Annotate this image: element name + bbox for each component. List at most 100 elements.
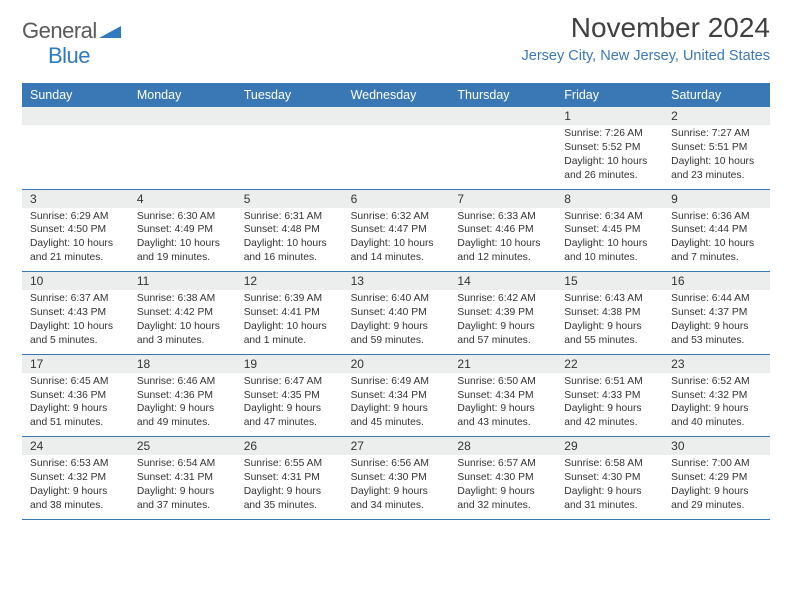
- day-cell: Sunrise: 7:27 AMSunset: 5:51 PMDaylight:…: [663, 125, 770, 189]
- day-number: 4: [129, 190, 236, 208]
- day-cell: Sunrise: 6:43 AMSunset: 4:38 PMDaylight:…: [556, 290, 663, 354]
- day-number: 15: [556, 272, 663, 290]
- day-cell: Sunrise: 7:00 AMSunset: 4:29 PMDaylight:…: [663, 455, 770, 519]
- week-content-row: Sunrise: 6:45 AMSunset: 4:36 PMDaylight:…: [22, 373, 770, 438]
- day-cell: Sunrise: 6:49 AMSunset: 4:34 PMDaylight:…: [343, 373, 450, 437]
- day-number: 18: [129, 355, 236, 373]
- day-number-row: 17181920212223: [22, 355, 770, 373]
- day-number: 6: [343, 190, 450, 208]
- day-cell: Sunrise: 6:40 AMSunset: 4:40 PMDaylight:…: [343, 290, 450, 354]
- week-content-row: Sunrise: 6:29 AMSunset: 4:50 PMDaylight:…: [22, 208, 770, 273]
- weekday-header: Thursday: [449, 83, 556, 107]
- day-number: 8: [556, 190, 663, 208]
- day-number: 1: [556, 107, 663, 125]
- day-cell: Sunrise: 6:54 AMSunset: 4:31 PMDaylight:…: [129, 455, 236, 519]
- day-number-row: 3456789: [22, 190, 770, 208]
- day-number: [129, 107, 236, 125]
- weekday-header: Sunday: [22, 83, 129, 107]
- day-number: 7: [449, 190, 556, 208]
- weeks-container: 12Sunrise: 7:26 AMSunset: 5:52 PMDayligh…: [22, 107, 770, 520]
- day-number: 5: [236, 190, 343, 208]
- day-number: 28: [449, 437, 556, 455]
- day-number-row: 24252627282930: [22, 437, 770, 455]
- day-number: 13: [343, 272, 450, 290]
- weekday-header: Monday: [129, 83, 236, 107]
- day-cell: [343, 125, 450, 189]
- day-cell: Sunrise: 6:36 AMSunset: 4:44 PMDaylight:…: [663, 208, 770, 272]
- weekday-header: Saturday: [663, 83, 770, 107]
- day-number: 16: [663, 272, 770, 290]
- day-number: 19: [236, 355, 343, 373]
- day-number-row: 10111213141516: [22, 272, 770, 290]
- logo: General Blue: [22, 12, 121, 75]
- day-cell: [236, 125, 343, 189]
- calendar-page: General Blue November 2024 Jersey City, …: [0, 0, 792, 520]
- day-number: 20: [343, 355, 450, 373]
- calendar-grid: SundayMondayTuesdayWednesdayThursdayFrid…: [22, 83, 770, 520]
- day-number: 24: [22, 437, 129, 455]
- day-cell: Sunrise: 6:58 AMSunset: 4:30 PMDaylight:…: [556, 455, 663, 519]
- week-content-row: Sunrise: 6:53 AMSunset: 4:32 PMDaylight:…: [22, 455, 770, 520]
- day-number: 23: [663, 355, 770, 373]
- weekday-header: Tuesday: [236, 83, 343, 107]
- day-number: 30: [663, 437, 770, 455]
- weekday-header: Friday: [556, 83, 663, 107]
- day-cell: Sunrise: 6:55 AMSunset: 4:31 PMDaylight:…: [236, 455, 343, 519]
- day-cell: [22, 125, 129, 189]
- logo-text: General Blue: [22, 18, 121, 75]
- day-number: [236, 107, 343, 125]
- day-cell: Sunrise: 6:42 AMSunset: 4:39 PMDaylight:…: [449, 290, 556, 354]
- day-cell: [129, 125, 236, 189]
- day-cell: Sunrise: 6:34 AMSunset: 4:45 PMDaylight:…: [556, 208, 663, 272]
- day-cell: Sunrise: 6:51 AMSunset: 4:33 PMDaylight:…: [556, 373, 663, 437]
- day-number: 9: [663, 190, 770, 208]
- day-number: 25: [129, 437, 236, 455]
- logo-word2: Blue: [48, 43, 90, 68]
- day-cell: Sunrise: 6:50 AMSunset: 4:34 PMDaylight:…: [449, 373, 556, 437]
- day-cell: Sunrise: 6:46 AMSunset: 4:36 PMDaylight:…: [129, 373, 236, 437]
- day-number: 10: [22, 272, 129, 290]
- day-cell: Sunrise: 6:38 AMSunset: 4:42 PMDaylight:…: [129, 290, 236, 354]
- day-cell: Sunrise: 6:47 AMSunset: 4:35 PMDaylight:…: [236, 373, 343, 437]
- day-cell: Sunrise: 6:53 AMSunset: 4:32 PMDaylight:…: [22, 455, 129, 519]
- day-number: 11: [129, 272, 236, 290]
- day-number: [343, 107, 450, 125]
- day-cell: Sunrise: 6:37 AMSunset: 4:43 PMDaylight:…: [22, 290, 129, 354]
- day-cell: Sunrise: 6:52 AMSunset: 4:32 PMDaylight:…: [663, 373, 770, 437]
- day-number-row: 12: [22, 107, 770, 125]
- logo-word1: General: [22, 18, 97, 43]
- day-cell: [449, 125, 556, 189]
- day-cell: Sunrise: 6:32 AMSunset: 4:47 PMDaylight:…: [343, 208, 450, 272]
- week-content-row: Sunrise: 7:26 AMSunset: 5:52 PMDaylight:…: [22, 125, 770, 190]
- day-number: 21: [449, 355, 556, 373]
- day-cell: Sunrise: 6:31 AMSunset: 4:48 PMDaylight:…: [236, 208, 343, 272]
- weekday-header: Wednesday: [343, 83, 450, 107]
- day-number: 29: [556, 437, 663, 455]
- day-cell: Sunrise: 6:33 AMSunset: 4:46 PMDaylight:…: [449, 208, 556, 272]
- day-cell: Sunrise: 6:44 AMSunset: 4:37 PMDaylight:…: [663, 290, 770, 354]
- page-title: November 2024: [522, 12, 770, 44]
- day-number: [22, 107, 129, 125]
- day-number: 14: [449, 272, 556, 290]
- logo-triangle-icon: [99, 24, 121, 43]
- day-cell: Sunrise: 6:29 AMSunset: 4:50 PMDaylight:…: [22, 208, 129, 272]
- day-cell: Sunrise: 6:57 AMSunset: 4:30 PMDaylight:…: [449, 455, 556, 519]
- day-cell: Sunrise: 6:30 AMSunset: 4:49 PMDaylight:…: [129, 208, 236, 272]
- day-number: 12: [236, 272, 343, 290]
- day-number: 3: [22, 190, 129, 208]
- day-number: 2: [663, 107, 770, 125]
- day-number: [449, 107, 556, 125]
- day-cell: Sunrise: 6:39 AMSunset: 4:41 PMDaylight:…: [236, 290, 343, 354]
- day-number: 22: [556, 355, 663, 373]
- page-subtitle: Jersey City, New Jersey, United States: [522, 48, 770, 64]
- title-block: November 2024 Jersey City, New Jersey, U…: [522, 12, 770, 64]
- day-cell: Sunrise: 6:45 AMSunset: 4:36 PMDaylight:…: [22, 373, 129, 437]
- header: General Blue November 2024 Jersey City, …: [22, 12, 770, 75]
- weekday-header-row: SundayMondayTuesdayWednesdayThursdayFrid…: [22, 83, 770, 107]
- week-content-row: Sunrise: 6:37 AMSunset: 4:43 PMDaylight:…: [22, 290, 770, 355]
- day-number: 26: [236, 437, 343, 455]
- day-number: 27: [343, 437, 450, 455]
- day-cell: Sunrise: 6:56 AMSunset: 4:30 PMDaylight:…: [343, 455, 450, 519]
- day-cell: Sunrise: 7:26 AMSunset: 5:52 PMDaylight:…: [556, 125, 663, 189]
- day-number: 17: [22, 355, 129, 373]
